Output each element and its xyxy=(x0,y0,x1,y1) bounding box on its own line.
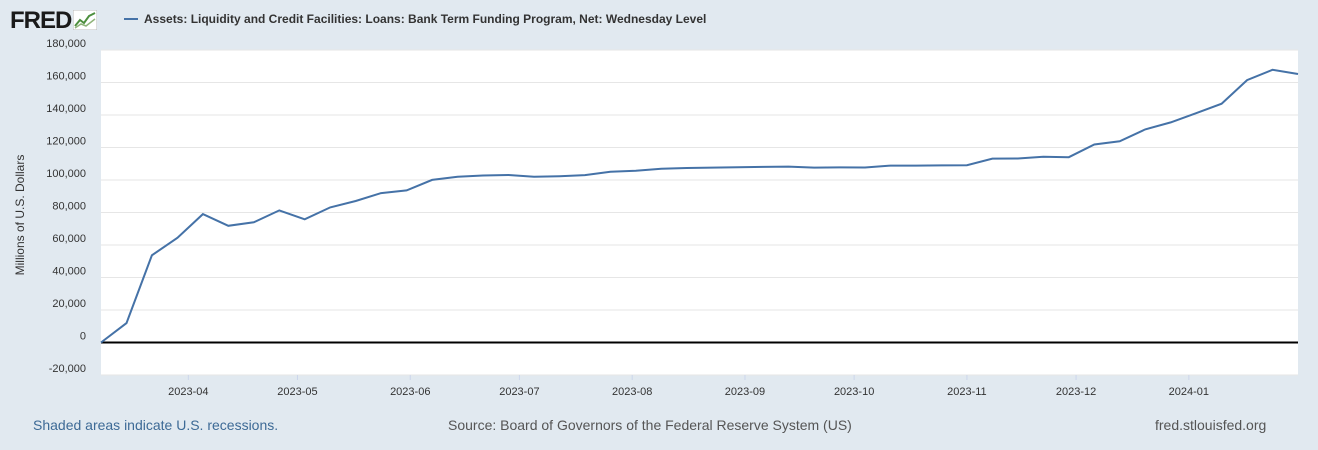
data-point[interactable] xyxy=(199,210,207,218)
data-point[interactable] xyxy=(785,163,793,171)
data-point[interactable] xyxy=(988,155,996,163)
legend[interactable]: Assets: Liquidity and Credit Facilities:… xyxy=(124,12,706,26)
data-point[interactable] xyxy=(97,339,105,347)
data-point[interactable] xyxy=(1065,153,1073,161)
data-point[interactable] xyxy=(963,161,971,169)
data-point[interactable] xyxy=(275,206,283,214)
data-point[interactable] xyxy=(301,215,309,223)
y-tick-label: 20,000 xyxy=(52,298,86,310)
data-point[interactable] xyxy=(1167,118,1175,126)
x-tick-label: 2023-08 xyxy=(612,386,652,398)
source-note: Source: Board of Governors of the Federa… xyxy=(448,417,852,433)
data-point[interactable] xyxy=(1269,66,1277,74)
y-tick-label: 0 xyxy=(80,331,86,343)
data-point[interactable] xyxy=(734,163,742,171)
y-axis-ticks: 180,000 160,000 140,000 120,000 100,000 80,00… xyxy=(46,38,86,375)
recessions-note[interactable]: Shaded areas indicate U.S. recessions. xyxy=(33,417,279,433)
y-tick-label: 180,000 xyxy=(46,38,86,50)
y-tick-label: 140,000 xyxy=(46,103,86,115)
y-tick-label: -20,000 xyxy=(49,363,86,375)
legend-label: Assets: Liquidity and Credit Facilities:… xyxy=(144,12,707,26)
data-point[interactable] xyxy=(1090,140,1098,148)
x-tick-label: 2023-10 xyxy=(834,386,874,398)
legend-swatch xyxy=(124,18,138,20)
data-point[interactable] xyxy=(326,203,334,211)
x-tick-label: 2023-04 xyxy=(168,386,208,398)
data-point[interactable] xyxy=(224,222,232,230)
x-axis-ticks: 2023-04 2023-05 2023-06 2023-07 2023-08 2023-… xyxy=(168,375,1209,398)
y-tick-label: 120,000 xyxy=(46,136,86,148)
x-tick-label: 2023-09 xyxy=(725,386,765,398)
data-point[interactable] xyxy=(683,164,691,172)
data-point[interactable] xyxy=(759,163,767,171)
y-tick-label: 100,000 xyxy=(46,168,86,180)
data-point[interactable] xyxy=(836,163,844,171)
data-point[interactable] xyxy=(708,164,716,172)
data-point[interactable] xyxy=(606,168,614,176)
data-point[interactable] xyxy=(1192,109,1200,117)
data-point[interactable] xyxy=(937,161,945,169)
data-point[interactable] xyxy=(1243,76,1251,84)
data-point[interactable] xyxy=(454,173,462,181)
data-point[interactable] xyxy=(530,173,538,181)
data-point[interactable] xyxy=(173,234,181,242)
data-point[interactable] xyxy=(887,162,895,170)
data-point[interactable] xyxy=(581,171,589,179)
y-tick-label: 160,000 xyxy=(46,71,86,83)
x-tick-label: 2024-01 xyxy=(1169,386,1209,398)
data-point[interactable] xyxy=(1116,137,1124,145)
x-tick-label: 2023-06 xyxy=(390,386,430,398)
data-point[interactable] xyxy=(912,162,920,170)
x-tick-label: 2023-05 xyxy=(277,386,317,398)
y-tick-label: 80,000 xyxy=(52,201,86,213)
data-point[interactable] xyxy=(632,167,640,175)
data-point[interactable] xyxy=(861,164,869,172)
data-point[interactable] xyxy=(352,197,360,205)
data-point[interactable] xyxy=(1141,125,1149,133)
data-point[interactable] xyxy=(1039,153,1047,161)
data-point[interactable] xyxy=(479,172,487,180)
series-line xyxy=(100,68,1299,344)
x-tick-label: 2023-11 xyxy=(947,386,987,398)
data-point[interactable] xyxy=(810,164,818,172)
data-point[interactable] xyxy=(1014,155,1022,163)
data-point[interactable] xyxy=(377,189,385,197)
data-point[interactable] xyxy=(428,176,436,184)
x-tick-label: 2023-07 xyxy=(499,386,539,398)
data-point[interactable] xyxy=(555,172,563,180)
x-tick-label: 2023-12 xyxy=(1056,386,1096,398)
y-tick-label: 60,000 xyxy=(52,233,86,245)
data-point[interactable] xyxy=(1294,70,1302,78)
site-link[interactable]: fred.stlouisfed.org xyxy=(1155,417,1267,433)
data-point[interactable] xyxy=(122,319,130,327)
data-point[interactable] xyxy=(504,171,512,179)
data-point[interactable] xyxy=(1218,100,1226,108)
data-point[interactable] xyxy=(148,251,156,259)
y-tick-label: 40,000 xyxy=(52,266,86,278)
fred-logo[interactable]: FRED xyxy=(10,7,72,34)
data-point[interactable] xyxy=(250,218,258,226)
data-point[interactable] xyxy=(403,186,411,194)
data-point[interactable] xyxy=(657,165,665,173)
